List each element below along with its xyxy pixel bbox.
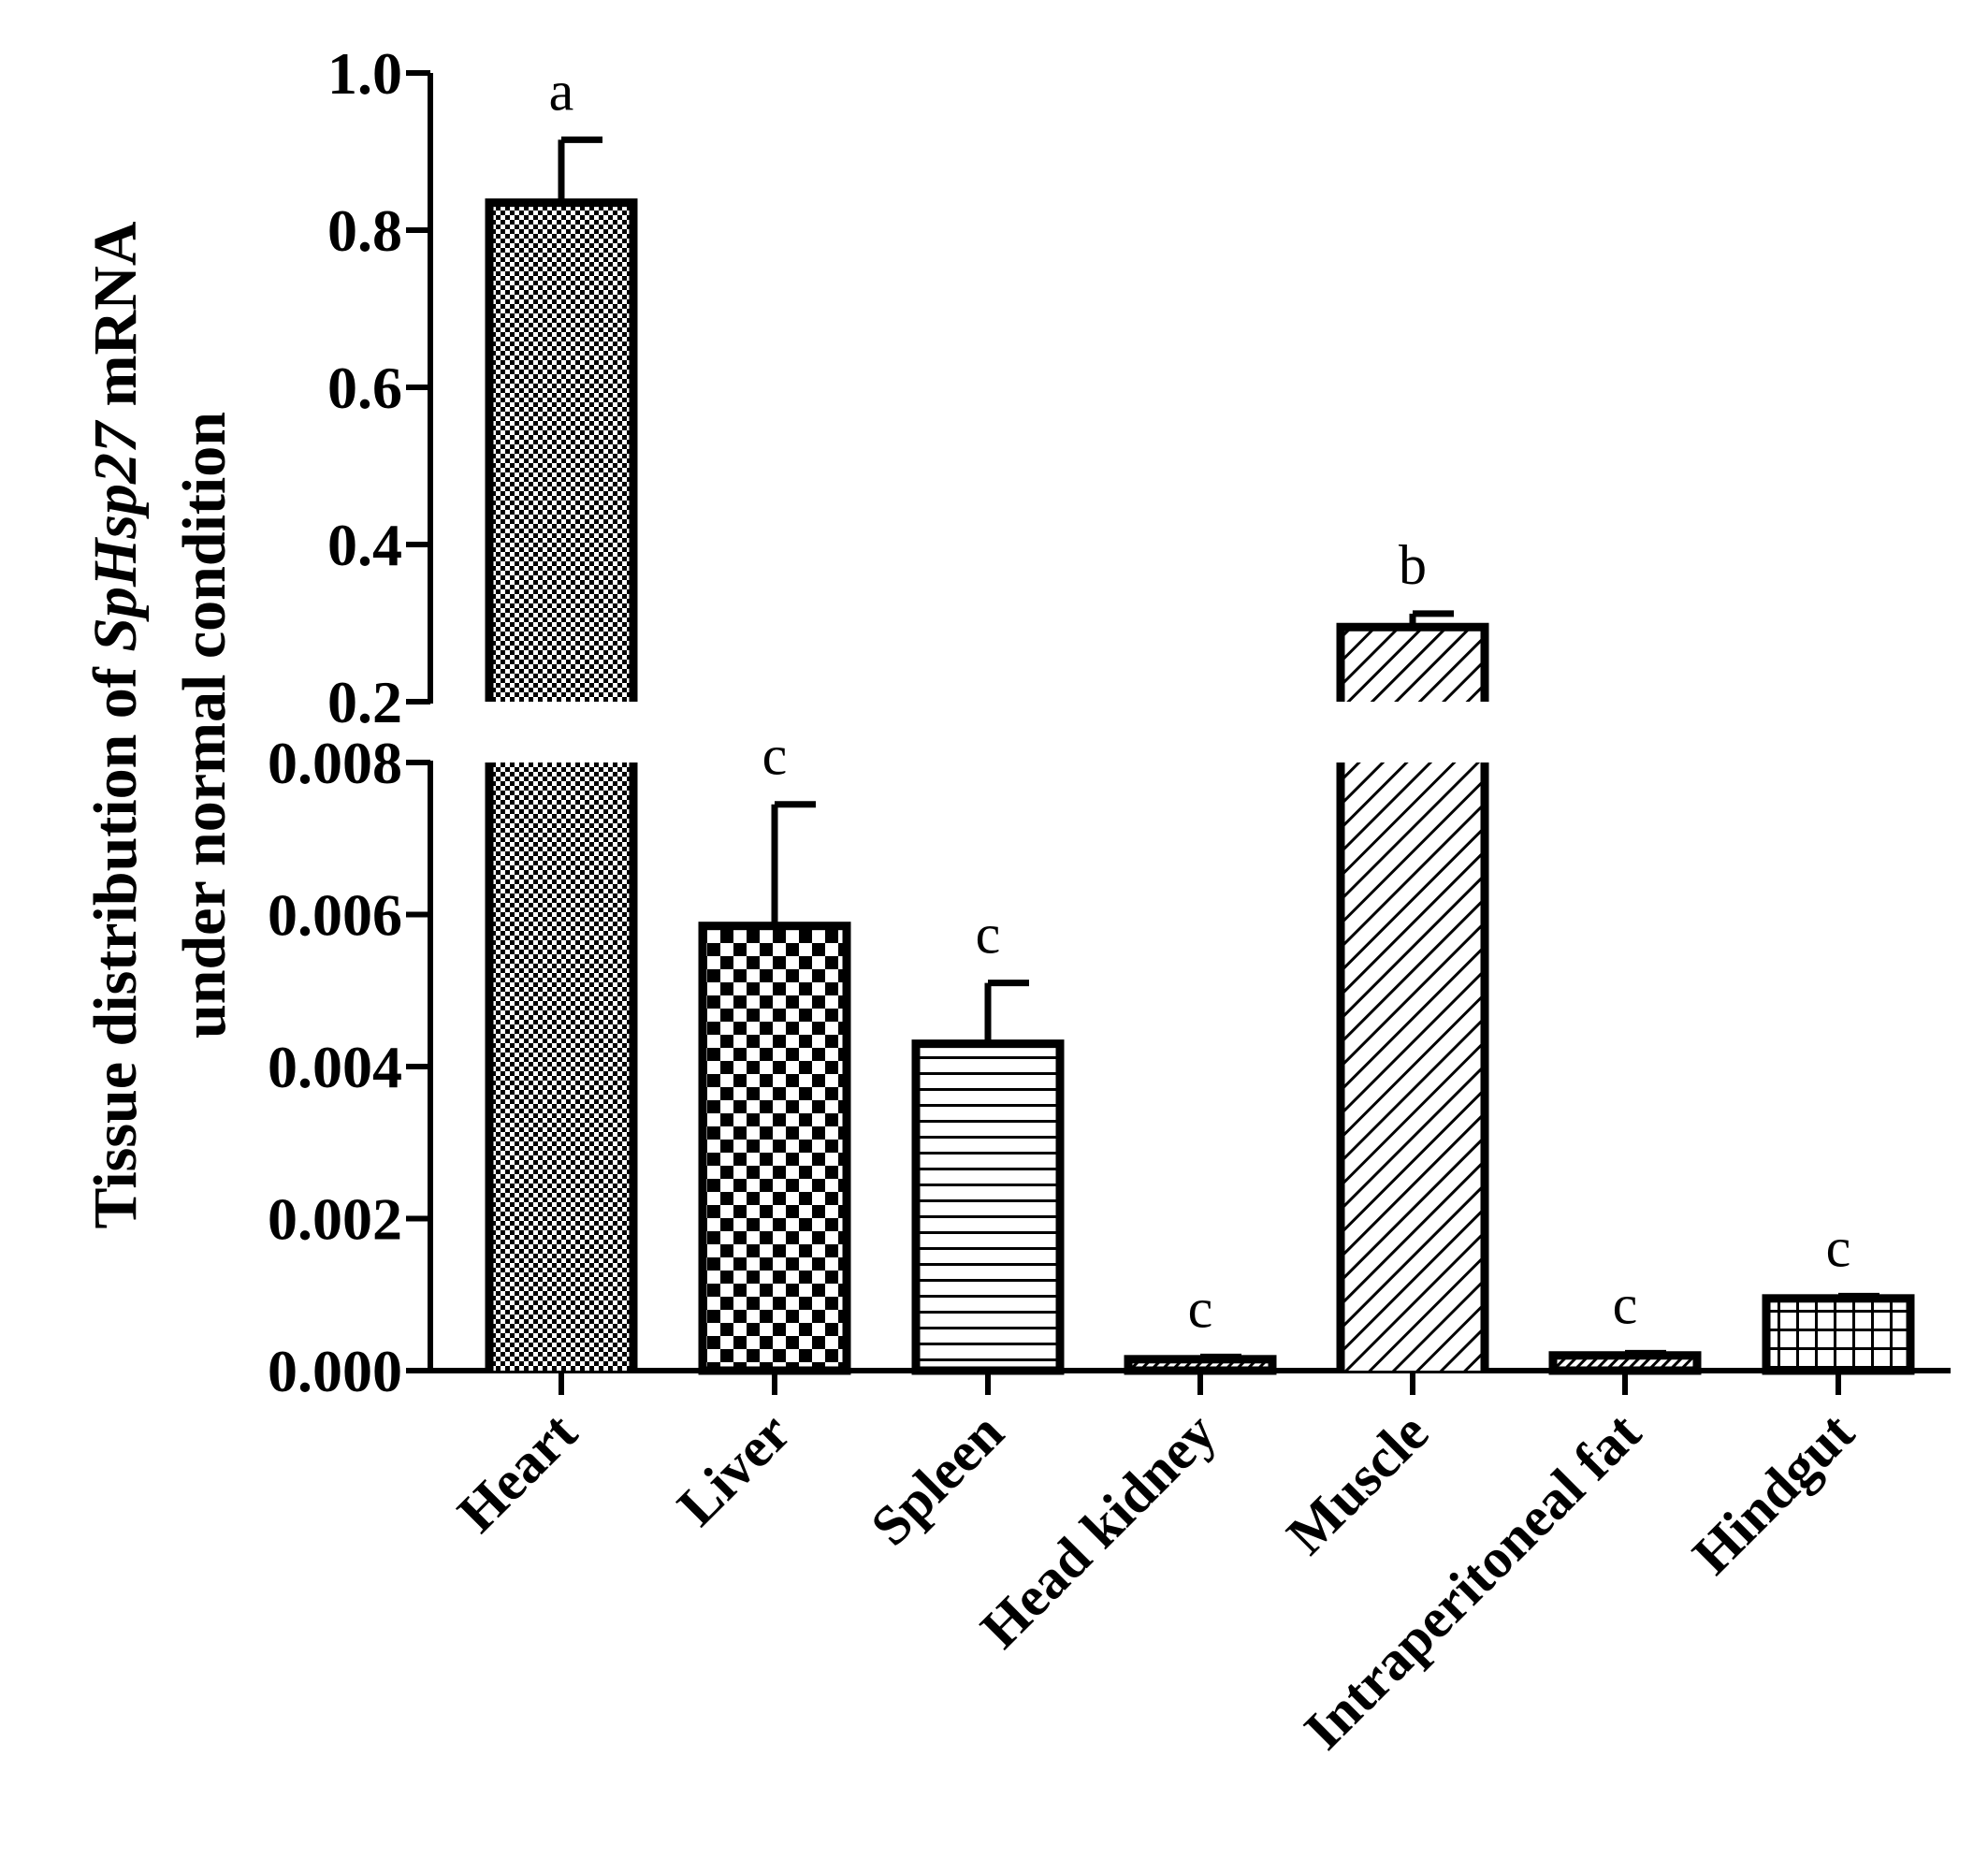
axes: 0.2 0.4 0.6 0.8 1.0 0.000 0.002 0.004 0.006 0.008 <box>268 40 1951 1404</box>
y-upper-tick-label: 0.2 <box>327 669 402 735</box>
y-upper-tick-label: 0.8 <box>327 197 402 264</box>
bar <box>1548 1351 1702 1375</box>
y-axis-label-line1: Tissue distribution of SpHsp27 mRNA <box>81 221 150 1228</box>
significance-letter: c <box>762 725 788 787</box>
bar-upper <box>1341 627 1485 702</box>
significance-letter: b <box>1399 534 1427 596</box>
bar <box>1762 1294 1915 1375</box>
y-axis-label-line2: under normal condition <box>170 412 239 1038</box>
category-label: Spleen <box>859 1402 1015 1558</box>
category-label: Muscle <box>1275 1402 1440 1566</box>
bar <box>911 1039 1065 1375</box>
bars: a c c c b c c <box>485 60 1915 1375</box>
y-axis-label-suffix: mRNA <box>81 221 150 422</box>
y-lower-tick-label: 0.004 <box>268 1034 402 1100</box>
category-label: Heart <box>446 1402 589 1545</box>
y-upper-tick-label: 1.0 <box>327 40 402 107</box>
bar-upper <box>489 202 633 703</box>
y-lower-tick-label: 0.000 <box>268 1338 402 1404</box>
bar-outline-lower <box>485 762 638 1371</box>
bar-group: c <box>1548 1273 1702 1375</box>
bar <box>489 762 633 1371</box>
category-label: Liver <box>666 1402 803 1538</box>
bar-group: c <box>911 904 1065 1375</box>
bar <box>1124 1355 1277 1375</box>
bar-group: b <box>1336 534 1489 1371</box>
bar <box>1341 762 1485 1371</box>
y-lower-tick-label: 0.006 <box>268 882 402 949</box>
significance-letter: c <box>976 904 1001 966</box>
bar <box>698 922 851 1375</box>
y-lower-tick-label: 0.002 <box>268 1186 402 1253</box>
bar-outline-lower <box>1336 762 1489 1371</box>
category-label: Hindgut <box>1681 1402 1866 1587</box>
y-upper-tick-label: 0.6 <box>327 355 402 421</box>
significance-letter: c <box>1613 1273 1638 1335</box>
y-axis-label: Tissue distribution of SpHsp27 mRNA under… <box>81 221 239 1228</box>
y-lower-tick-label: 0.008 <box>268 730 402 796</box>
y-axis-label-gene: SpHsp27 <box>81 419 150 652</box>
y-upper-tick-label: 0.4 <box>327 512 402 578</box>
y-axis-label-prefix: Tissue distribution of <box>81 652 150 1229</box>
bar-group: a <box>485 60 638 1371</box>
bar-group: c <box>698 725 851 1375</box>
significance-letter: c <box>1188 1277 1213 1339</box>
significance-letter: a <box>549 60 574 122</box>
bar-group: c <box>1124 1277 1277 1375</box>
significance-letter: c <box>1826 1216 1851 1278</box>
bar-group: c <box>1762 1216 1915 1375</box>
